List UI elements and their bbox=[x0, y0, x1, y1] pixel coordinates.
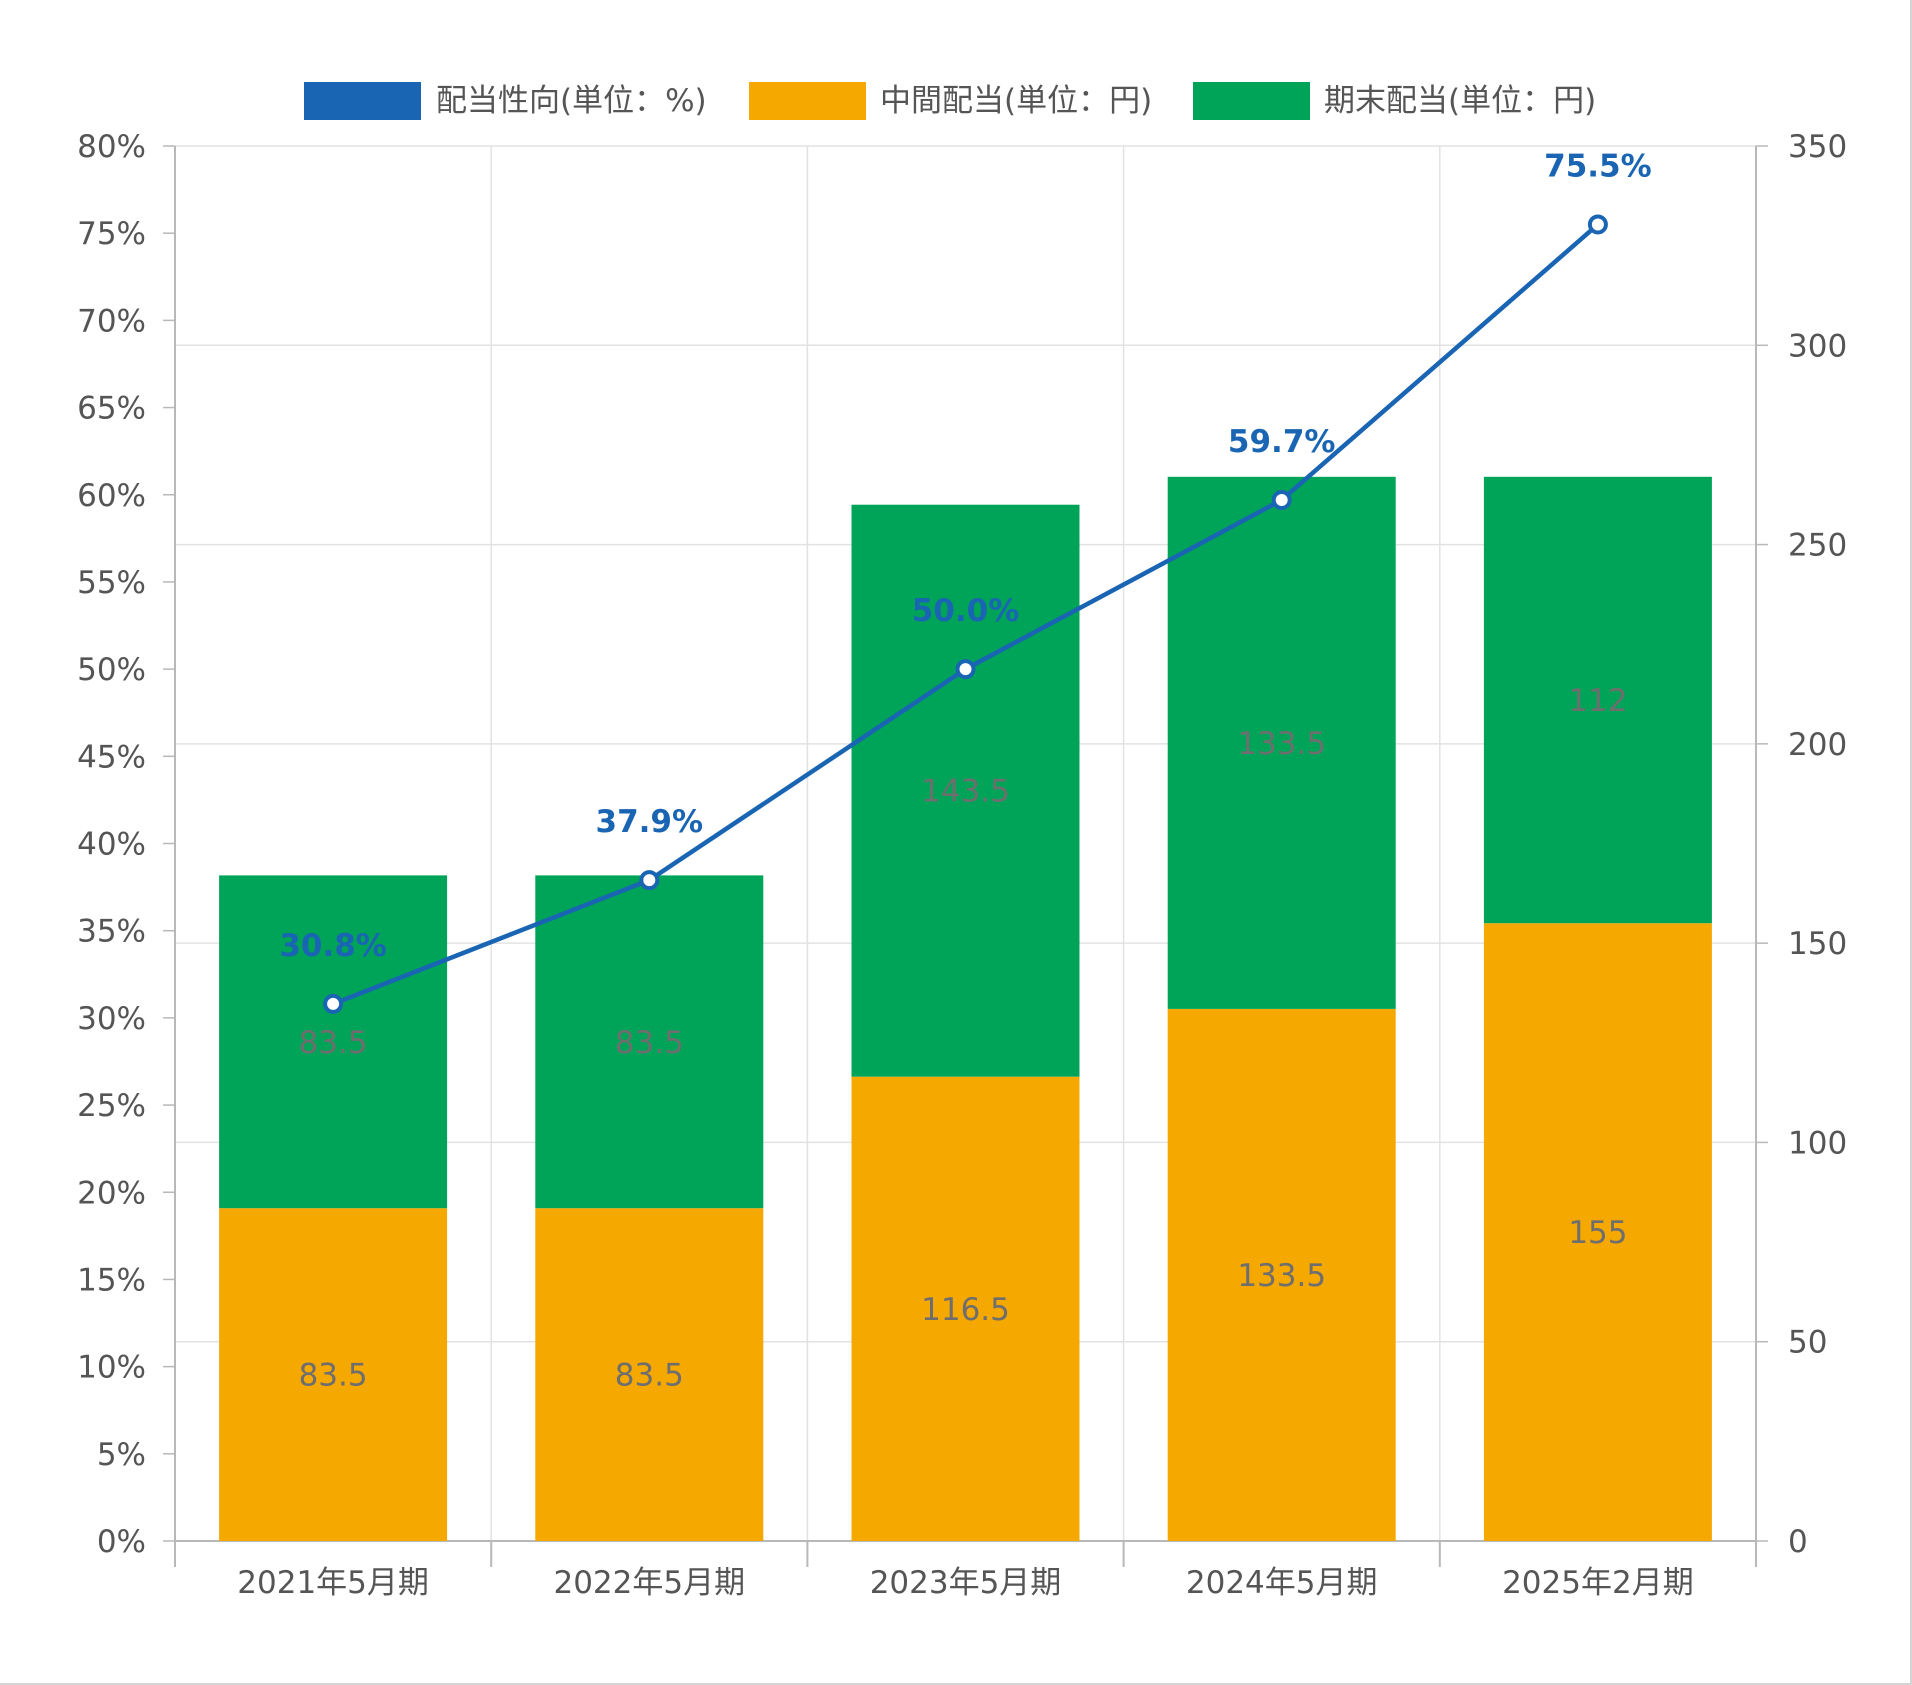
left-axis-tick-label: 30% bbox=[77, 1001, 146, 1037]
bar-label-yearend: 83.5 bbox=[615, 1025, 684, 1061]
bar-label-yearend: 143.5 bbox=[921, 774, 1010, 810]
left-axis-tick-label: 45% bbox=[77, 739, 146, 775]
bar-label-interim: 83.5 bbox=[299, 1358, 368, 1394]
bar-label-interim: 83.5 bbox=[615, 1358, 684, 1394]
payout-ratio-label: 30.8% bbox=[279, 928, 387, 964]
bar-yearend bbox=[1167, 476, 1396, 1009]
bar-yearend bbox=[1483, 476, 1712, 924]
legend-label: 配当性向(単位：%) bbox=[436, 83, 707, 119]
payout-ratio-point bbox=[1271, 489, 1292, 510]
left-axis-tick-label: 25% bbox=[77, 1088, 146, 1124]
right-axis-tick-label: 50 bbox=[1788, 1325, 1827, 1361]
bar-yearend bbox=[851, 504, 1080, 1077]
legend-label: 期末配当(単位：円) bbox=[1324, 83, 1596, 119]
left-axis-tick-label: 55% bbox=[77, 565, 146, 601]
left-axis-tick-label: 20% bbox=[77, 1175, 146, 1211]
right-axis-tick-label: 150 bbox=[1788, 926, 1847, 962]
left-axis-tick-label: 10% bbox=[77, 1350, 146, 1386]
left-axis-tick-label: 70% bbox=[77, 303, 146, 339]
bar-label-interim: 155 bbox=[1568, 1215, 1627, 1251]
left-axis-tick-label: 5% bbox=[97, 1437, 146, 1473]
right-axis-tick-label: 350 bbox=[1788, 129, 1847, 165]
legend-swatch bbox=[304, 82, 421, 120]
bar-label-interim: 133.5 bbox=[1237, 1258, 1326, 1294]
payout-ratio-point bbox=[639, 870, 660, 891]
left-axis-tick-label: 35% bbox=[77, 914, 146, 950]
payout-ratio-label: 59.7% bbox=[1228, 424, 1336, 460]
right-axis-tick-label: 200 bbox=[1788, 727, 1847, 763]
legend-swatch bbox=[749, 82, 866, 120]
right-axis-tick-label: 300 bbox=[1788, 328, 1847, 364]
left-axis-tick-label: 50% bbox=[77, 652, 146, 688]
bar-label-yearend: 112 bbox=[1568, 683, 1627, 719]
payout-ratio-label: 75.5% bbox=[1544, 148, 1652, 184]
bar-label-yearend: 83.5 bbox=[299, 1025, 368, 1061]
legend-swatch bbox=[1193, 82, 1310, 120]
bar-yearend bbox=[219, 875, 448, 1209]
x-axis-category-label: 2023年5月期 bbox=[870, 1565, 1062, 1601]
right-axis-tick-label: 0 bbox=[1788, 1524, 1808, 1560]
payout-ratio-label: 37.9% bbox=[596, 804, 704, 840]
legend-label: 中間配当(単位：円) bbox=[880, 83, 1152, 119]
right-axis-tick-label: 100 bbox=[1788, 1125, 1847, 1161]
left-axis-tick-label: 60% bbox=[77, 478, 146, 514]
left-axis-tick-label: 15% bbox=[77, 1262, 146, 1298]
x-axis-category-label: 2022年5月期 bbox=[553, 1565, 745, 1601]
payout-ratio-point bbox=[323, 993, 344, 1014]
bar-label-yearend: 133.5 bbox=[1237, 726, 1326, 762]
bar-label-interim: 116.5 bbox=[921, 1292, 1010, 1328]
left-axis-tick-label: 80% bbox=[77, 129, 146, 165]
left-axis-tick-label: 0% bbox=[97, 1524, 146, 1560]
x-axis-category-label: 2021年5月期 bbox=[237, 1565, 429, 1601]
bar-interim bbox=[535, 1208, 764, 1541]
bar-interim bbox=[851, 1076, 1080, 1541]
bar-yearend bbox=[535, 875, 764, 1209]
x-axis-category-label: 2025年2月期 bbox=[1502, 1565, 1694, 1601]
left-axis-tick-label: 75% bbox=[77, 216, 146, 252]
bar-interim bbox=[219, 1208, 448, 1541]
right-axis-tick-label: 250 bbox=[1788, 528, 1847, 564]
left-axis-tick-label: 65% bbox=[77, 391, 146, 427]
x-axis-category-label: 2024年5月期 bbox=[1186, 1565, 1378, 1601]
payout-ratio-label: 50.0% bbox=[912, 593, 1020, 629]
bar-interim bbox=[1167, 1008, 1396, 1541]
bar-interim bbox=[1483, 923, 1712, 1541]
left-axis-tick-label: 40% bbox=[77, 827, 146, 863]
payout-ratio-point bbox=[1587, 214, 1608, 235]
payout-ratio-point bbox=[955, 659, 976, 680]
